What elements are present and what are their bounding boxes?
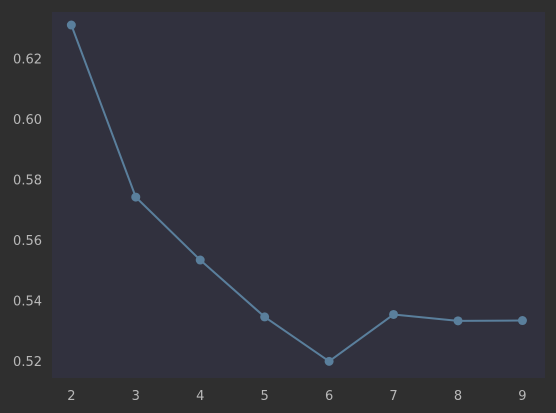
y-tick-label: 0.54 (13, 294, 42, 309)
x-tick-label: 5 (261, 389, 269, 404)
x-tick-label: 2 (67, 389, 75, 404)
data-point (260, 312, 270, 322)
data-point (453, 316, 463, 326)
y-tick-label: 0.56 (13, 234, 42, 249)
x-tick-label: 4 (196, 389, 204, 404)
y-tick-label: 0.58 (13, 173, 42, 188)
data-point (517, 316, 527, 326)
data-point (66, 20, 76, 30)
y-tick-label: 0.52 (13, 355, 42, 370)
x-tick-label: 3 (132, 389, 140, 404)
x-tick-label: 9 (518, 389, 526, 404)
y-axis-ticks: 0.52 0.54 0.56 0.58 0.60 0.62 (13, 52, 42, 369)
data-point (195, 255, 205, 265)
x-axis-ticks: 2 3 4 5 6 7 8 9 (67, 389, 526, 404)
data-point (324, 356, 334, 366)
plot-area (52, 12, 545, 378)
x-tick-label: 7 (389, 389, 397, 404)
x-tick-label: 8 (454, 389, 462, 404)
x-tick-label: 6 (325, 389, 333, 404)
data-series (66, 20, 527, 366)
y-tick-label: 0.60 (13, 113, 42, 128)
data-point (131, 192, 141, 202)
data-point (389, 309, 399, 319)
series-line (70, 24, 523, 363)
y-tick-label: 0.62 (13, 52, 42, 67)
